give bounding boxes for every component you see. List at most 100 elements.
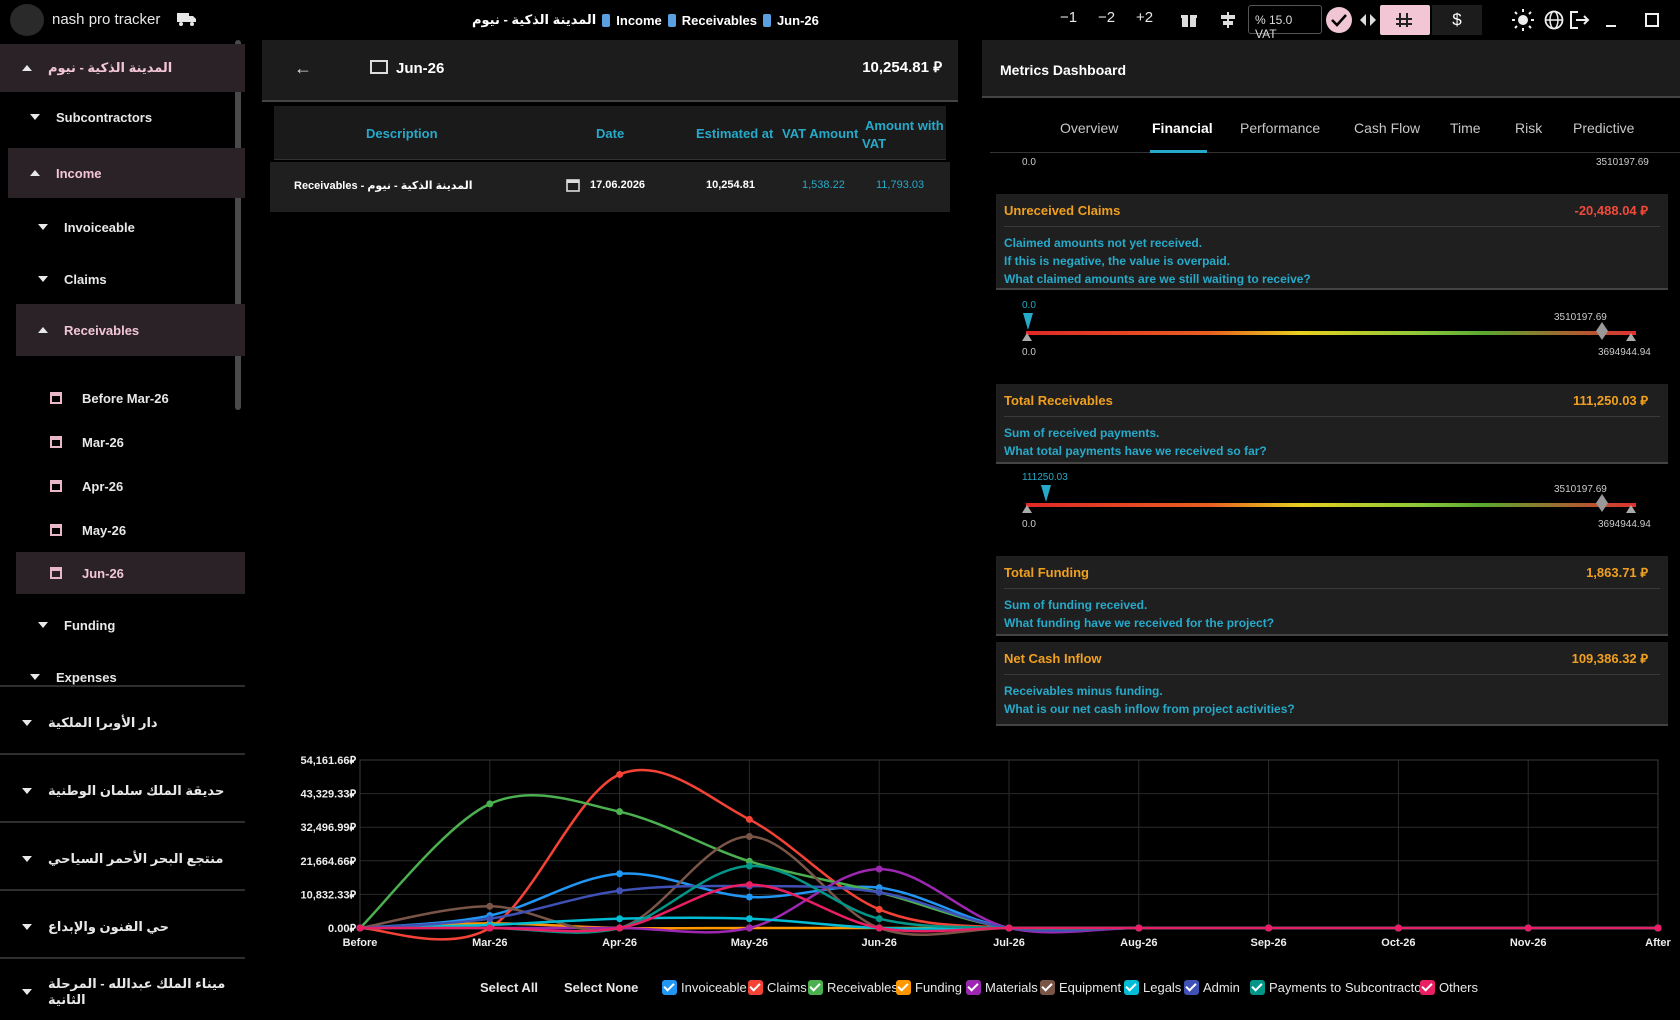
- app-title: nash pro tracker: [52, 11, 161, 28]
- legend-item-claims[interactable]: Claims: [748, 980, 807, 995]
- gauge-tick-icon: [1626, 333, 1636, 341]
- tab-time[interactable]: Time: [1450, 120, 1481, 136]
- dollar-currency-toggle[interactable]: $: [1432, 5, 1482, 35]
- gauge-min-label: 0.0: [1022, 347, 1036, 358]
- sidebar-project-item[interactable]: دار الأوبرا الملكية: [0, 696, 245, 750]
- logout-icon[interactable]: [1568, 10, 1590, 30]
- card-title: Total Funding: [1004, 565, 1089, 580]
- legend-item-funding[interactable]: Funding: [896, 980, 962, 995]
- checkbox-icon[interactable]: [1124, 980, 1139, 995]
- sidebar-item-receivables[interactable]: Receivables: [16, 304, 245, 356]
- breadcrumb-receivables[interactable]: Receivables: [681, 12, 757, 28]
- sidebar-item-subcontractors[interactable]: Subcontractors: [0, 94, 245, 140]
- sidebar-item-claims[interactable]: Claims: [0, 256, 245, 302]
- legend-item-materials[interactable]: Materials: [966, 980, 1038, 995]
- breadcrumb-period[interactable]: Jun-26: [776, 12, 819, 28]
- truck-icon[interactable]: [176, 10, 198, 28]
- period-header: ← Jun-26 10,254.81 ⃁: [262, 40, 958, 102]
- breadcrumb-separator-icon: [762, 13, 771, 27]
- vat-rate-field[interactable]: % 15.0 VAT: [1248, 5, 1322, 41]
- card-value: 109,386.32 ⃁: [1571, 651, 1648, 666]
- tab-financial[interactable]: Financial: [1152, 120, 1213, 136]
- checkbox-icon[interactable]: [1250, 980, 1265, 995]
- sidebar-period-mar-26[interactable]: Mar-26: [0, 422, 245, 462]
- x-tick-label: May-26: [731, 937, 768, 949]
- column-header-description[interactable]: Description: [366, 126, 438, 141]
- select-all-link[interactable]: Select All: [480, 980, 539, 995]
- tab-predictive[interactable]: Predictive: [1573, 120, 1635, 136]
- checkbox-icon[interactable]: [808, 980, 823, 995]
- sidebar-item-expenses[interactable]: Expenses: [0, 654, 245, 700]
- gift-icon[interactable]: [1180, 11, 1198, 29]
- app-logo[interactable]: [10, 4, 44, 36]
- y-tick-label: 43,329.33⃁: [301, 789, 357, 801]
- sidebar: المدينة الذكية - نيوم Subcontractors Inc…: [0, 40, 245, 1020]
- column-header-amount-with-vat[interactable]: Amount with: [865, 118, 944, 133]
- sidebar-scrollbar[interactable]: [235, 40, 241, 410]
- swap-arrows-icon[interactable]: [1358, 12, 1378, 28]
- breadcrumb-project[interactable]: المدينة الذكية - نيوم: [472, 12, 597, 27]
- sidebar-item-label: Jun-26: [82, 565, 124, 581]
- tab-risk[interactable]: Risk: [1515, 120, 1543, 136]
- minus-one-button[interactable]: −1: [1060, 9, 1078, 26]
- legend-item-invoiceable[interactable]: Invoiceable: [662, 980, 747, 995]
- minimize-icon[interactable]: [1604, 10, 1620, 30]
- legend-item-admin[interactable]: Admin: [1184, 980, 1240, 995]
- globe-icon[interactable]: [1544, 10, 1564, 30]
- sidebar-project-current[interactable]: المدينة الذكية - نيوم: [0, 44, 245, 92]
- collapse-caret-icon: [30, 170, 40, 176]
- sidebar-project-item[interactable]: منتجع البحر الأحمر السياحي: [0, 832, 245, 886]
- x-tick-label: Oct-26: [1381, 937, 1415, 949]
- breadcrumb-income[interactable]: Income: [616, 12, 662, 28]
- card-description: What funding have we received for the pr…: [1004, 616, 1275, 630]
- tab-performance[interactable]: Performance: [1240, 120, 1321, 136]
- sidebar-project-item[interactable]: حي الفنون والإبداع: [0, 900, 245, 954]
- checkbox-icon[interactable]: [1040, 980, 1055, 995]
- expand-caret-icon: [38, 224, 48, 230]
- sidebar-item-label: May-26: [82, 522, 127, 538]
- card-divider: [1004, 674, 1660, 675]
- sun-icon[interactable]: [1512, 9, 1534, 31]
- sidebar-period-before-mar-26[interactable]: Before Mar-26: [0, 378, 245, 418]
- sidebar-item-funding[interactable]: Funding: [0, 602, 245, 648]
- sidebar-project-item[interactable]: ميناء الملك عبدالله - المرحلة الثانية: [0, 968, 245, 1016]
- legend-item-others[interactable]: Others: [1420, 980, 1478, 995]
- minus-two-button[interactable]: −2: [1098, 9, 1116, 26]
- sidebar-item-label: Subcontractors: [56, 109, 153, 125]
- sidebar-period-may-26[interactable]: May-26: [0, 510, 245, 550]
- checkbox-icon[interactable]: [1420, 980, 1435, 995]
- table-row[interactable]: Receivables - المدينة الذكية - نيوم 17.0…: [270, 162, 950, 212]
- tab-cash-flow[interactable]: Cash Flow: [1354, 120, 1421, 136]
- checkbox-icon[interactable]: [966, 980, 981, 995]
- align-icon[interactable]: [1219, 11, 1237, 29]
- legend-label: Equipment: [1059, 980, 1122, 995]
- sidebar-item-invoiceable[interactable]: Invoiceable: [0, 204, 245, 250]
- legend-item-receivables[interactable]: Receivables: [808, 980, 898, 995]
- select-none-link[interactable]: Select None: [564, 980, 639, 995]
- x-tick-label: Mar-26: [472, 937, 507, 949]
- sidebar-period-apr-26[interactable]: Apr-26: [0, 466, 245, 506]
- legend-item-payments-to-subcontractors[interactable]: Payments to Subcontractors: [1250, 980, 1432, 995]
- check-icon[interactable]: [1326, 7, 1352, 33]
- column-header-estimated[interactable]: Estimated at: [696, 126, 774, 141]
- checkbox-icon[interactable]: [662, 980, 677, 995]
- data-point-legals: [745, 915, 753, 923]
- card-divider: [1004, 226, 1660, 227]
- checkbox-icon[interactable]: [1184, 980, 1199, 995]
- checkbox-icon[interactable]: [896, 980, 911, 995]
- maximize-icon[interactable]: [1644, 12, 1660, 28]
- sidebar-item-income[interactable]: Income: [8, 148, 245, 198]
- data-point-payments-to-subcontractors: [875, 915, 883, 923]
- tab-overview[interactable]: Overview: [1060, 120, 1119, 136]
- legend-item-equipment[interactable]: Equipment: [1040, 980, 1121, 995]
- checkbox-icon[interactable]: [748, 980, 763, 995]
- sidebar-project-item[interactable]: حديقة الملك سلمان الوطنية: [0, 764, 245, 818]
- column-header-vat-amount[interactable]: VAT Amount: [782, 126, 859, 141]
- plus-two-button[interactable]: +2: [1136, 9, 1154, 26]
- back-arrow-icon[interactable]: ←: [294, 58, 312, 78]
- sidebar-period-jun-26[interactable]: Jun-26: [16, 552, 245, 594]
- column-header-date[interactable]: Date: [596, 126, 625, 141]
- legend-item-legals[interactable]: Legals: [1124, 980, 1181, 995]
- riyal-currency-toggle[interactable]: [1380, 5, 1430, 35]
- divider: [0, 685, 245, 687]
